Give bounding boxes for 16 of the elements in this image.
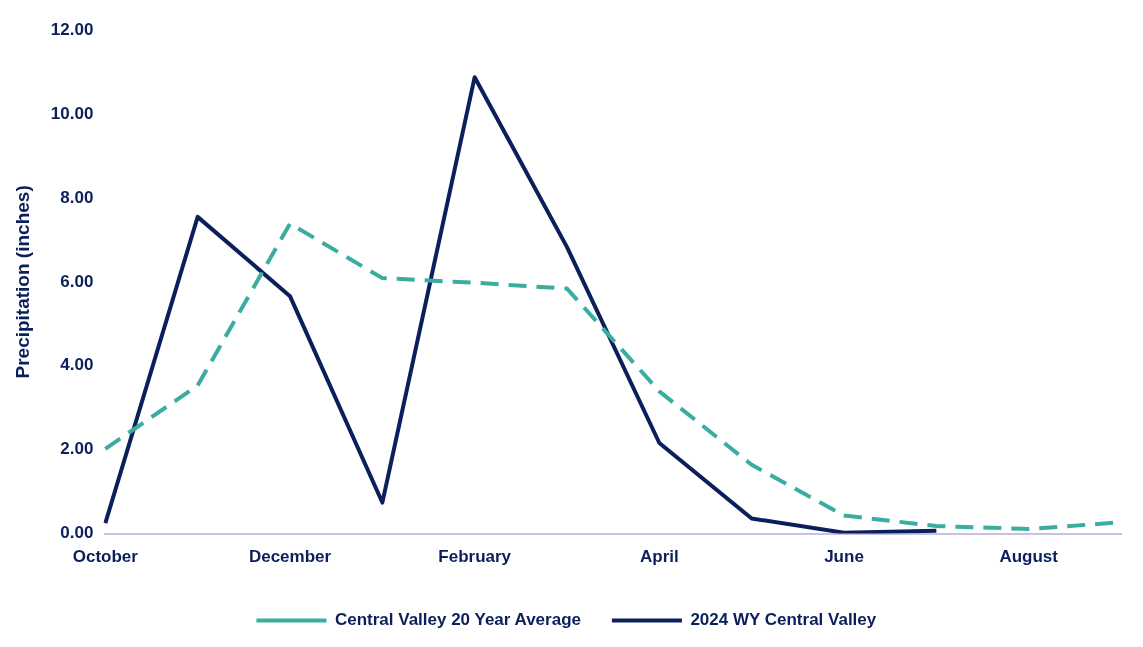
y-tick-label: 8.00 [60,187,94,207]
x-tick-label: June [824,547,864,567]
y-tick-label: 12.00 [50,19,94,39]
legend-label: Central Valley 20 Year Average [334,610,581,630]
y-tick-label: 4.00 [60,355,94,375]
y-axis-title: Precipitation (inches) [11,185,33,379]
legend-label: 2024 WY Central Valley [690,610,877,630]
y-tick-label: 0.00 [60,523,94,543]
x-tick-label: April [639,547,679,567]
y-tick-label: 2.00 [60,439,94,459]
x-tick-label: December [248,547,332,567]
x-tick-label: October [72,547,139,567]
x-tick-label: February [438,547,512,567]
y-tick-label: 10.00 [50,103,94,123]
y-tick-label: 6.00 [60,271,94,291]
x-tick-label: August [999,547,1059,567]
